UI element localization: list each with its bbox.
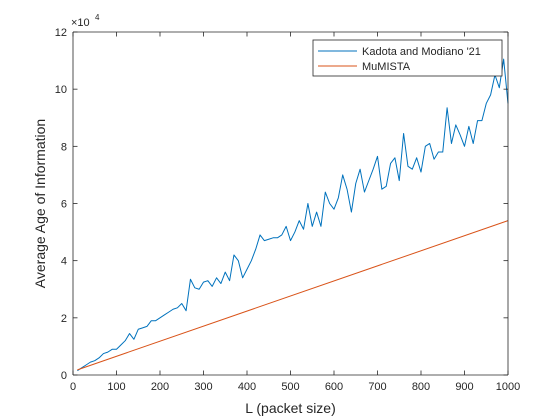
y-tick-label: 0 [61,370,67,382]
x-axis-label: L (packet size) [245,400,336,416]
y-axis-label: Average Age of Information [32,119,48,288]
y-tick-label: 6 [61,199,67,211]
x-tick-label: 1000 [496,381,520,393]
x-tick-label: 400 [238,381,256,393]
y-tick-label: 12 [55,27,67,39]
x-tick-label: 900 [455,381,473,393]
x-tick-label: 800 [412,381,430,393]
x-tick-label: 300 [194,381,212,393]
y-tick-label: 8 [61,141,67,153]
legend-label-mumista: MuMISTA [362,61,411,73]
legend: Kadota and Modiano '21 MuMISTA [312,39,503,77]
series-layer [77,58,509,372]
y-tick-label: 2 [61,313,67,325]
series-line-mumista [77,220,509,371]
y-tick-label: 10 [55,84,67,96]
y-axis-multiplier-exponent: 4 [95,13,100,22]
x-tick-label: 200 [151,381,169,393]
legend-label-kadota: Kadota and Modiano '21 [362,46,481,58]
series-line-kadota [77,58,509,372]
ticks-layer: 0 100 200 300 400 500 600 700 800 900 1000 0 2 4 6 8 10 1… [55,27,520,393]
x-tick-label: 700 [368,381,386,393]
x-tick-label: 600 [325,381,343,393]
plot-area [73,32,508,375]
legend-box [312,39,503,77]
x-tick-label: 100 [107,381,125,393]
y-axis-multiplier: ×10 [71,17,90,29]
x-tick-label: 500 [281,381,299,393]
x-tick-label: 0 [70,381,76,393]
y-tick-label: 4 [61,256,67,268]
